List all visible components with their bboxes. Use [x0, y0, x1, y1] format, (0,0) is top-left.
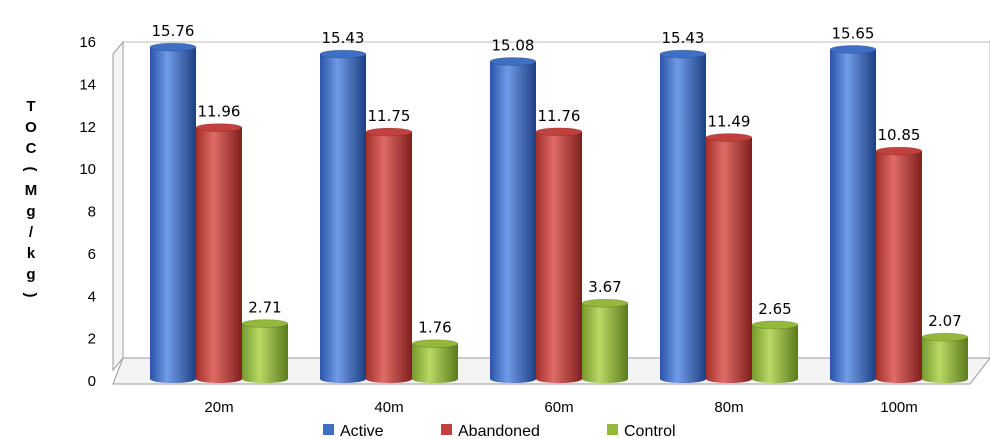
y-axis-ticks: 0 2 4 6 8 10 12 14 16 — [79, 34, 96, 390]
data-label: 10.85 — [878, 126, 921, 144]
y-label-char: / — [29, 224, 34, 241]
bar — [875, 146, 923, 383]
bar — [659, 49, 707, 383]
y-label-char: T — [26, 98, 35, 115]
bar — [411, 339, 459, 383]
legend-item: Abandoned — [441, 423, 540, 439]
x-tick-label: 60m — [544, 399, 573, 416]
bar — [149, 42, 197, 383]
y-tick-label: 8 — [88, 204, 96, 221]
y-tick-label: 0 — [88, 373, 96, 390]
legend-label: Abandoned — [458, 423, 540, 439]
x-tick-label: 80m — [714, 399, 743, 416]
y-tick-label: 14 — [79, 76, 96, 93]
data-label: 15.43 — [662, 29, 705, 47]
legend-label: Control — [624, 423, 676, 439]
legend: Active Abandoned Control — [323, 423, 676, 439]
bar — [535, 127, 583, 383]
data-label: 11.49 — [708, 113, 751, 131]
x-tick-label: 40m — [374, 399, 403, 416]
legend-item: Active — [323, 423, 384, 439]
data-label: 15.76 — [152, 22, 195, 40]
bar — [365, 127, 413, 383]
y-label-char: g — [26, 203, 35, 220]
y-tick-label: 4 — [88, 288, 96, 305]
y-tick-label: 12 — [79, 119, 96, 136]
y-label-char: M — [25, 182, 38, 199]
x-tick-label: 20m — [204, 399, 233, 416]
legend-swatch — [441, 424, 452, 435]
data-label: 1.76 — [418, 319, 451, 337]
y-tick-label: 6 — [88, 246, 96, 263]
y-label-char: ) — [22, 293, 39, 298]
bar — [319, 49, 367, 383]
data-label: 2.07 — [928, 312, 961, 330]
bar — [489, 57, 537, 383]
y-label-char: C — [26, 140, 37, 157]
y-label-char: g — [26, 266, 35, 283]
x-tick-label: 100m — [880, 399, 918, 416]
y-label-char: k — [27, 245, 36, 262]
y-tick-label: 2 — [88, 331, 96, 348]
y-tick-label: 16 — [79, 34, 96, 51]
data-label: 3.67 — [588, 278, 621, 296]
y-axis-label: TOC(Mg/kg) — [22, 98, 39, 298]
data-label: 15.08 — [492, 36, 535, 54]
data-labels: 15.76 11.96 2.71 15.43 11.75 1.76 15.08 11.76 3.… — [152, 22, 962, 337]
y-tick-label: 10 — [79, 161, 96, 178]
x-axis-labels: 20m 40m 60m 80m 100m — [204, 399, 917, 416]
bar — [829, 45, 877, 383]
bar — [751, 320, 799, 383]
y-label-char: ( — [22, 167, 39, 172]
data-label: 11.96 — [198, 103, 241, 121]
bars — [149, 42, 969, 383]
bar — [241, 319, 289, 383]
legend-item: Control — [607, 423, 676, 439]
bar — [921, 332, 969, 383]
data-label: 15.43 — [322, 29, 365, 47]
bar — [581, 298, 629, 383]
data-label: 15.65 — [832, 24, 875, 42]
data-label: 2.71 — [248, 299, 281, 317]
side-wall — [112, 40, 124, 372]
data-label: 11.76 — [538, 107, 581, 125]
y-label-char: O — [25, 119, 37, 136]
bar — [195, 123, 243, 383]
legend-swatch — [323, 424, 334, 435]
bar — [705, 133, 753, 383]
data-label: 11.75 — [368, 107, 411, 125]
legend-label: Active — [340, 423, 384, 439]
data-label: 2.65 — [758, 300, 791, 318]
legend-swatch — [607, 424, 618, 435]
